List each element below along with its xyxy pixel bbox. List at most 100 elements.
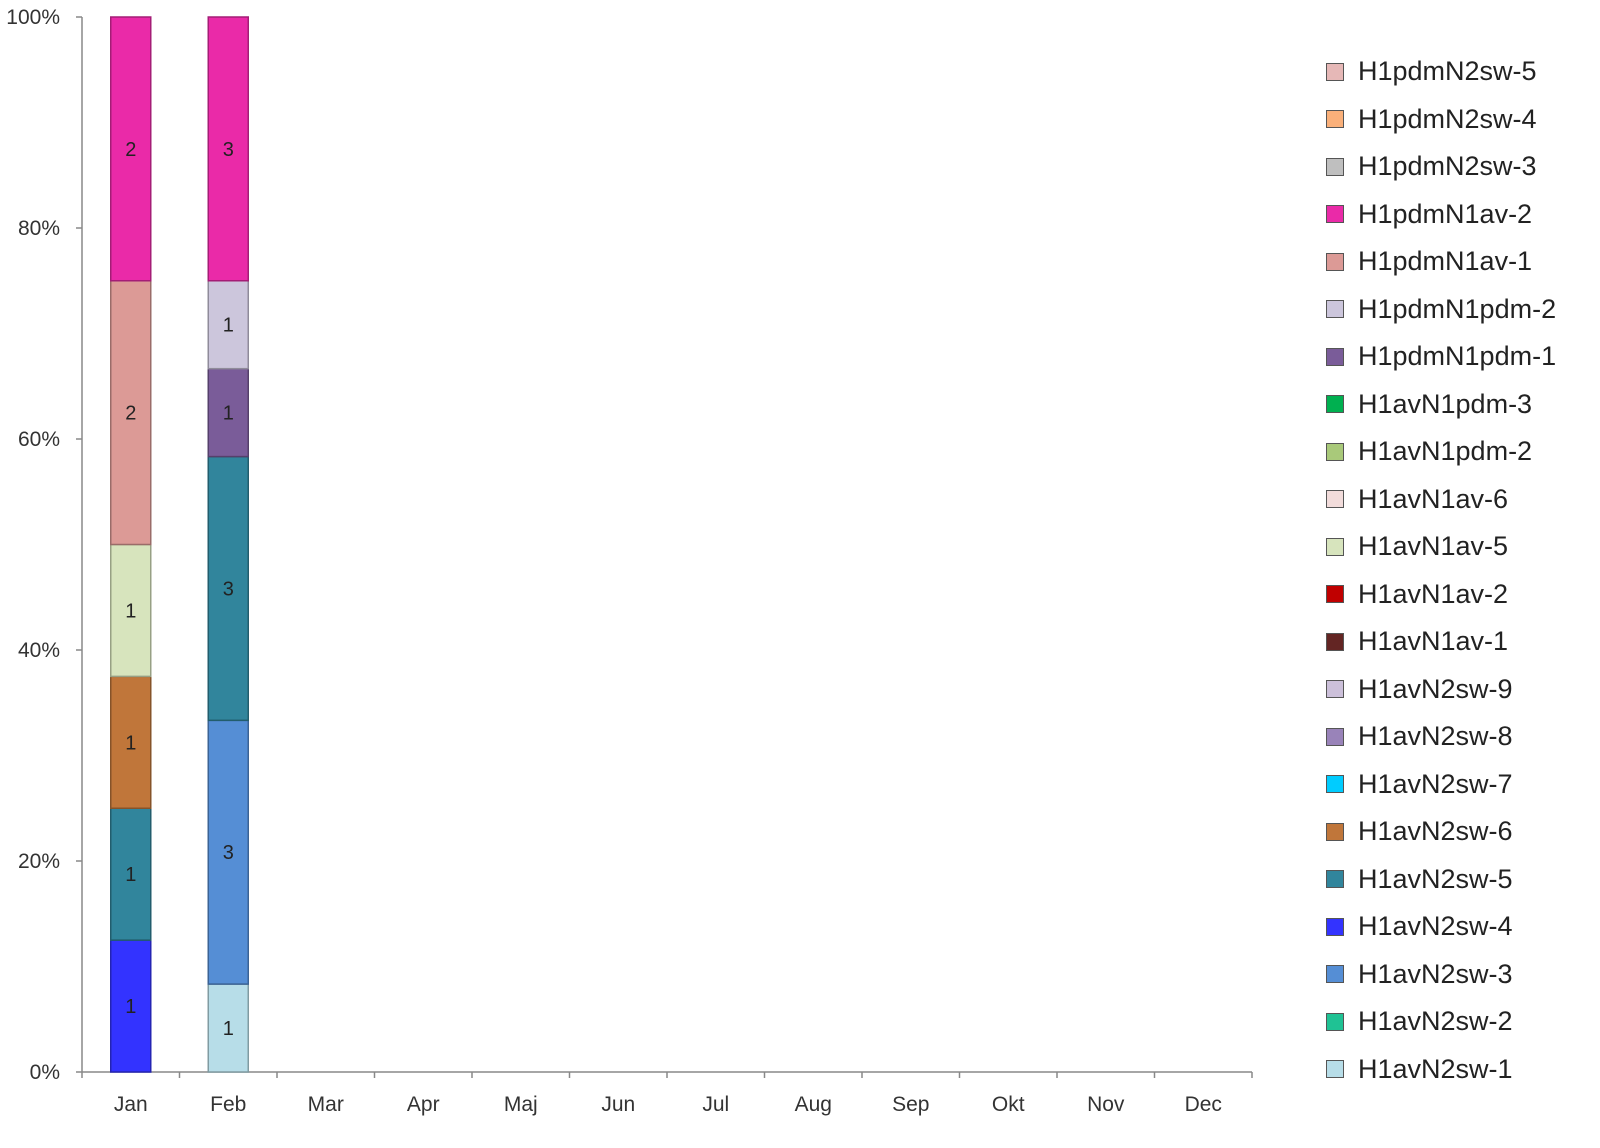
data-label: 1 xyxy=(125,864,136,886)
legend-label: H1avN2sw-3 xyxy=(1358,958,1513,989)
legend-label: H1pdmN1pdm-1 xyxy=(1358,341,1557,372)
data-label: 1 xyxy=(223,1018,234,1040)
legend-swatch xyxy=(1326,347,1344,366)
legend-item: H1avN1pdm-2 xyxy=(1326,428,1596,476)
bar-segment xyxy=(110,280,152,546)
data-label: 3 xyxy=(223,139,234,161)
legend-swatch xyxy=(1326,395,1344,414)
data-label: 1 xyxy=(223,403,234,425)
legend-swatch xyxy=(1326,157,1344,176)
legend-item: H1avN1av-6 xyxy=(1326,476,1596,524)
legend-label: H1pdmN1pdm-2 xyxy=(1358,293,1557,324)
legend-item: H1pdmN2sw-3 xyxy=(1326,143,1596,191)
legend-item: H1avN2sw-2 xyxy=(1326,998,1596,1046)
legend-item: H1avN2sw-4 xyxy=(1326,903,1596,951)
legend-item: H1avN2sw-6 xyxy=(1326,808,1596,856)
legend-swatch xyxy=(1326,62,1344,81)
legend-label: H1pdmN2sw-3 xyxy=(1358,151,1537,182)
bar-segment xyxy=(110,939,152,1073)
legend-label: H1avN2sw-7 xyxy=(1358,768,1513,799)
legend-item: H1pdmN2sw-5 xyxy=(1326,48,1596,96)
legend-label: H1pdmN2sw-5 xyxy=(1358,56,1537,87)
legend-label: H1avN2sw-2 xyxy=(1358,1006,1513,1037)
legend-label: H1avN2sw-9 xyxy=(1358,673,1513,704)
data-label: 1 xyxy=(125,600,136,622)
bar-segment xyxy=(110,675,152,809)
legend-label: H1avN1av-2 xyxy=(1358,578,1509,609)
x-tick-label: Apr xyxy=(407,1093,440,1116)
legend-item: H1pdmN1av-2 xyxy=(1326,191,1596,239)
x-tick-label: Jun xyxy=(601,1093,635,1116)
legend-item: H1avN1av-5 xyxy=(1326,523,1596,571)
x-tick-label: Sep xyxy=(892,1093,929,1116)
data-label: 1 xyxy=(223,315,234,337)
legend-swatch xyxy=(1326,775,1344,794)
legend-item: H1avN2sw-9 xyxy=(1326,666,1596,714)
legend-swatch xyxy=(1326,917,1344,936)
legend-label: H1avN2sw-5 xyxy=(1358,863,1513,894)
x-tick-label: Okt xyxy=(992,1093,1025,1116)
x-tick-label: Mar xyxy=(308,1093,344,1116)
legend-swatch xyxy=(1326,205,1344,224)
legend-swatch xyxy=(1326,870,1344,889)
legend-swatch xyxy=(1326,252,1344,271)
legend-label: H1avN1pdm-2 xyxy=(1358,436,1533,467)
legend-label: H1pdmN1av-2 xyxy=(1358,198,1533,229)
legend-item: H1avN2sw-3 xyxy=(1326,951,1596,999)
legend-swatch xyxy=(1326,727,1344,746)
x-tick-label: Feb xyxy=(210,1093,246,1116)
bars xyxy=(110,16,249,1073)
legend-label: H1avN1av-6 xyxy=(1358,483,1509,514)
legend-swatch xyxy=(1326,537,1344,556)
legend-swatch xyxy=(1326,490,1344,509)
legend-swatch xyxy=(1326,680,1344,699)
legend-item: H1avN2sw-1 xyxy=(1326,1046,1596,1094)
y-tick-label: 40% xyxy=(18,639,60,662)
legend-label: H1avN1av-5 xyxy=(1358,531,1509,562)
x-tick-label: Maj xyxy=(504,1093,538,1116)
bar-segment xyxy=(207,719,249,985)
y-tick-label: 0% xyxy=(30,1061,60,1084)
data-label: 3 xyxy=(223,578,234,600)
y-tick-label: 60% xyxy=(18,428,60,451)
data-label: 2 xyxy=(125,139,136,161)
legend-swatch xyxy=(1326,1012,1344,1031)
legend: H1pdmN2sw-5 H1pdmN2sw-4 H1pdmN2sw-3 H1pdmN1… xyxy=(1326,48,1596,1093)
legend-swatch xyxy=(1326,822,1344,841)
legend-swatch xyxy=(1326,585,1344,604)
legend-item: H1pdmN1pdm-2 xyxy=(1326,286,1596,334)
legend-label: H1avN2sw-6 xyxy=(1358,816,1513,847)
x-tick-label: Aug xyxy=(795,1093,832,1116)
x-tick-label: Dec xyxy=(1185,1093,1222,1116)
data-label: 1 xyxy=(125,732,136,754)
legend-item: H1pdmN1pdm-1 xyxy=(1326,333,1596,381)
legend-item: H1avN1pdm-3 xyxy=(1326,381,1596,429)
legend-item: H1avN2sw-8 xyxy=(1326,713,1596,761)
legend-item: H1avN1av-1 xyxy=(1326,618,1596,666)
x-tick-label: Nov xyxy=(1087,1093,1125,1116)
bar-segment xyxy=(110,543,152,678)
legend-label: H1avN1av-1 xyxy=(1358,626,1509,657)
bar-segment xyxy=(110,807,152,941)
x-tick-label: Jul xyxy=(702,1093,729,1116)
data-label: 3 xyxy=(223,842,234,864)
legend-label: H1avN2sw-1 xyxy=(1358,1053,1513,1084)
legend-swatch xyxy=(1326,300,1344,319)
bar-segment xyxy=(207,16,249,282)
y-tick-label: 100% xyxy=(6,6,60,29)
y-tick-label: 80% xyxy=(18,217,60,240)
data-labels: 1 1 1 1 2 2 1 3 3 1 1 3 xyxy=(125,139,234,1040)
y-axis: 0% 20% 40% 60% 80% 100% xyxy=(6,6,83,1084)
data-label: 1 xyxy=(125,996,136,1018)
legend-label: H1avN2sw-8 xyxy=(1358,721,1513,752)
legend-swatch xyxy=(1326,442,1344,461)
legend-label: H1avN1pdm-3 xyxy=(1358,388,1533,419)
legend-label: H1avN2sw-4 xyxy=(1358,911,1513,942)
x-axis: Jan Feb Mar Apr Maj Jun Jul Aug Sep Okt Nov Dec xyxy=(81,1071,1253,1116)
legend-item: H1pdmN2sw-4 xyxy=(1326,96,1596,144)
data-label: 2 xyxy=(125,403,136,425)
legend-item: H1avN2sw-5 xyxy=(1326,856,1596,904)
legend-swatch xyxy=(1326,965,1344,984)
x-tick-label: Jan xyxy=(114,1093,148,1116)
